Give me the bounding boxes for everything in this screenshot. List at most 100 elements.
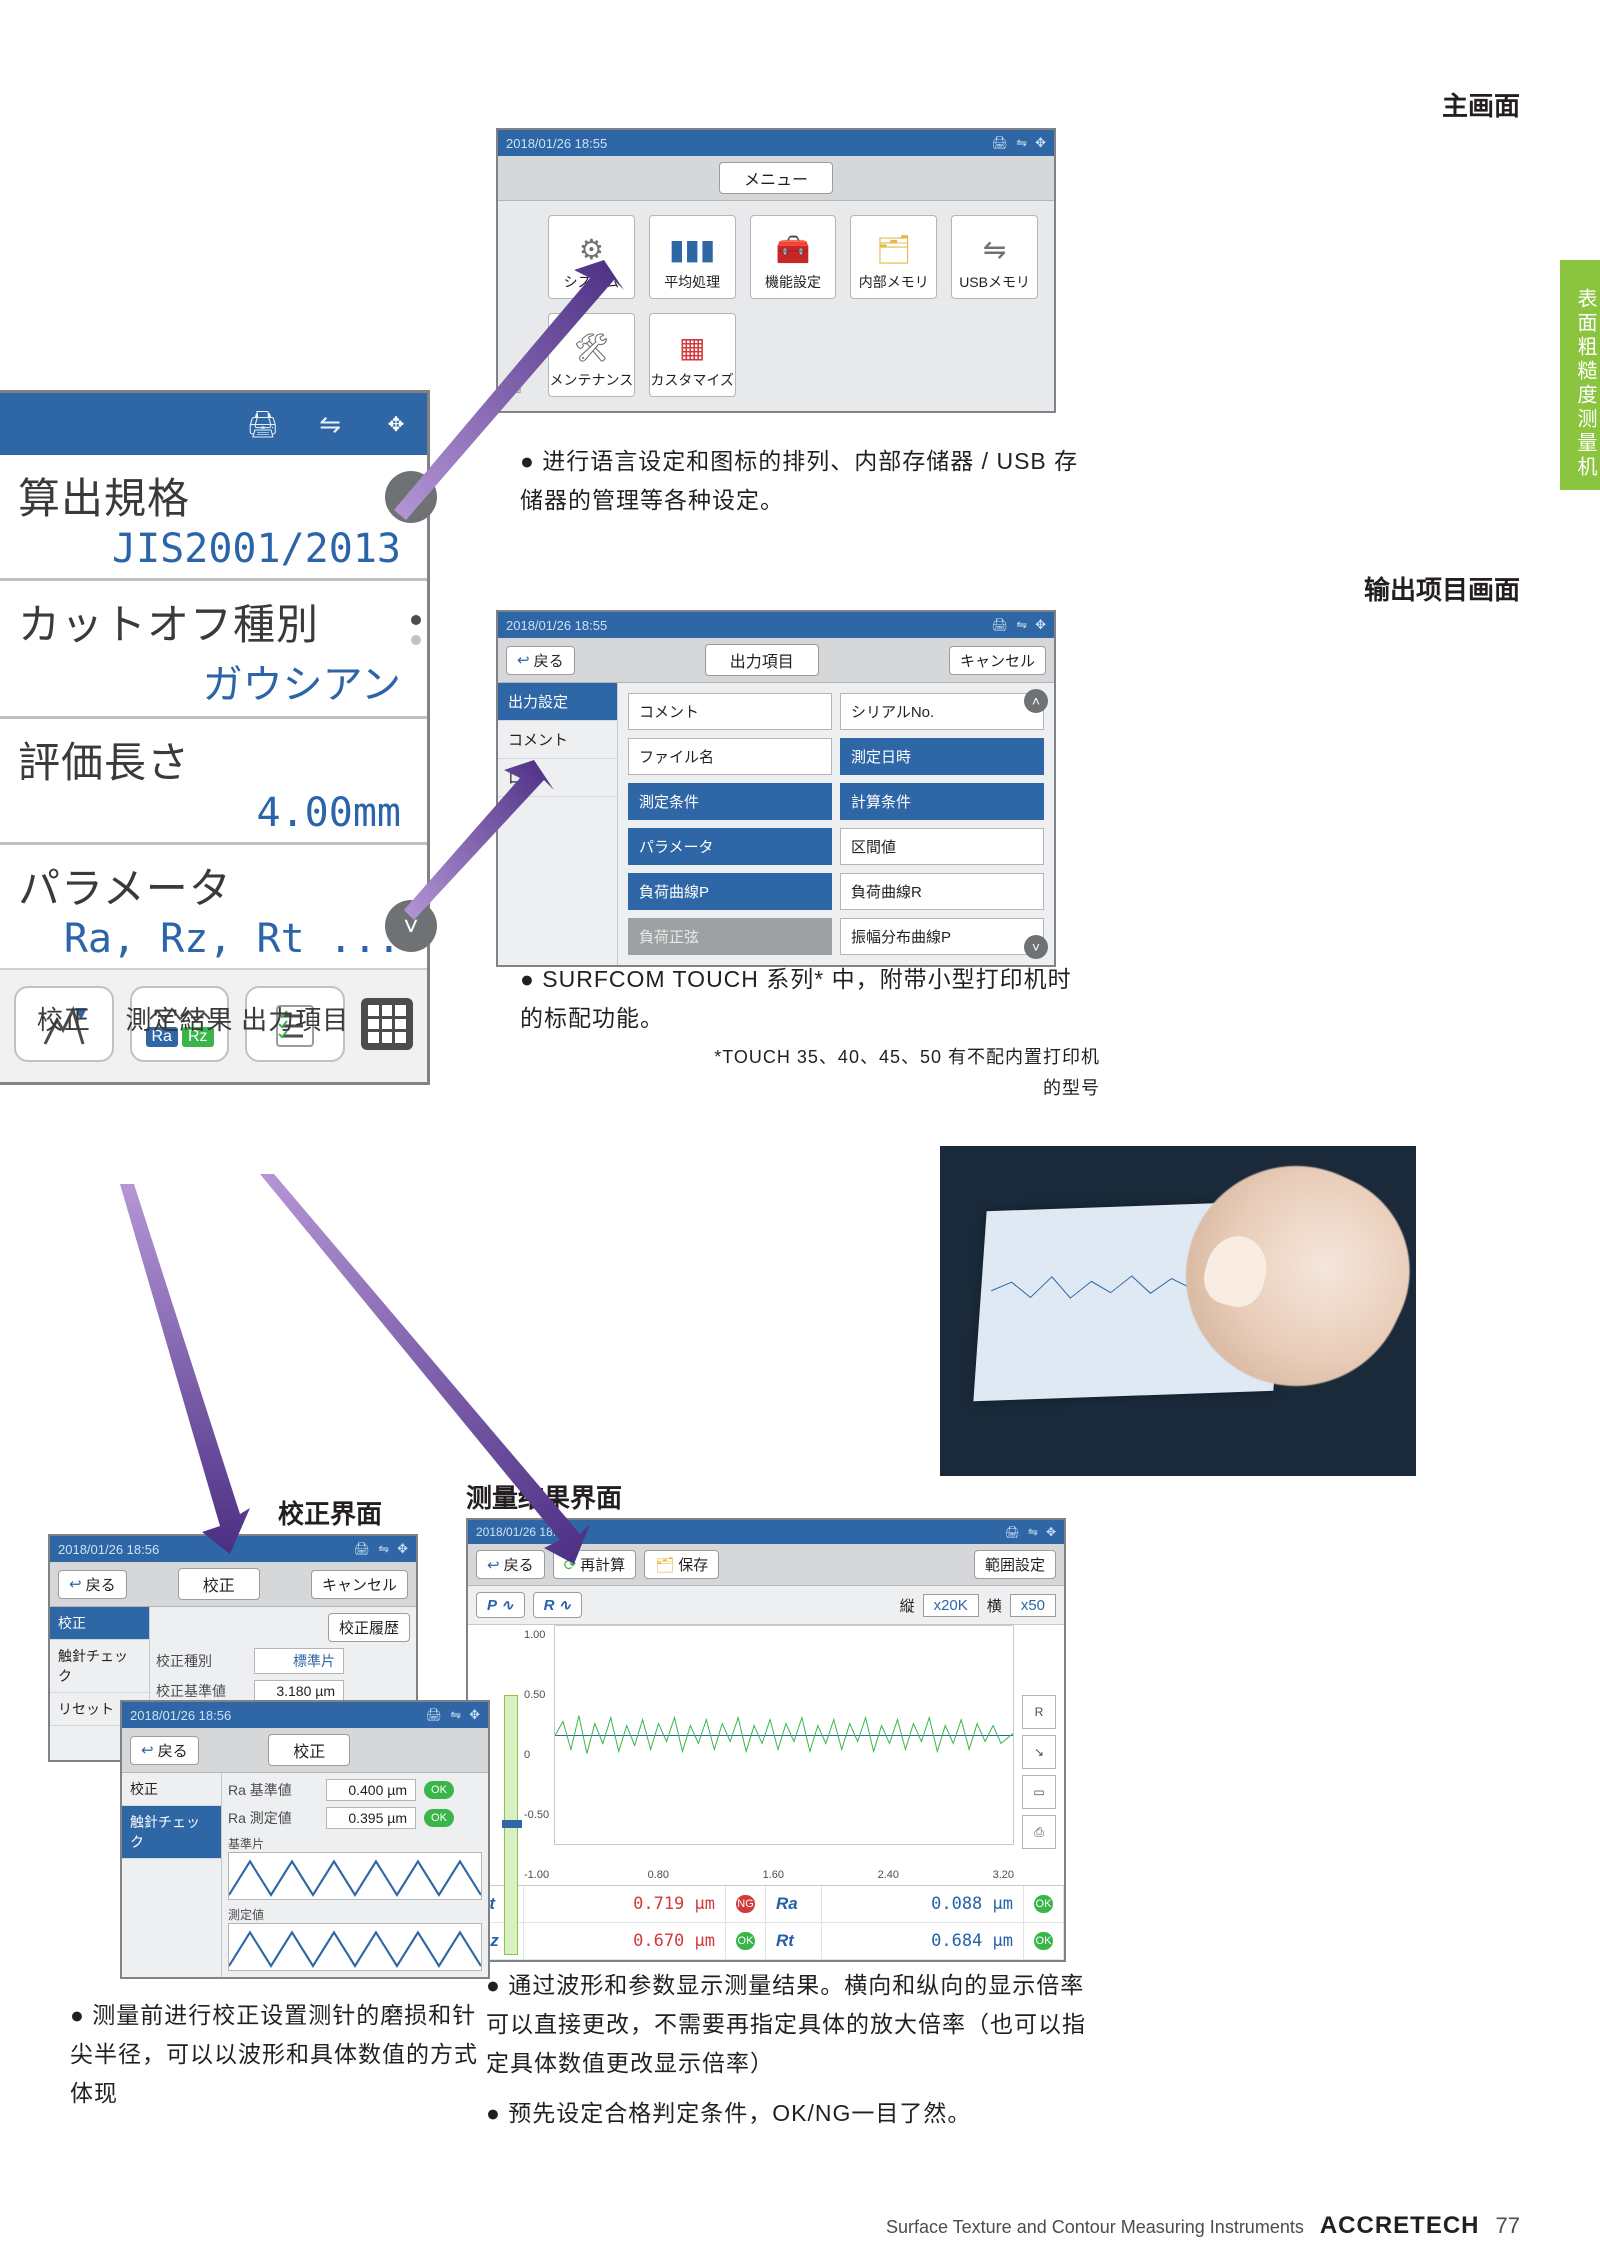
side-item[interactable]: 触針チェック: [50, 1640, 149, 1693]
tab-p[interactable]: P ∿: [476, 1592, 525, 1618]
result-button[interactable]: Ra Rz 測定結果: [130, 986, 230, 1062]
back-button[interactable]: ↩戻る: [58, 1570, 127, 1599]
main-menu-caption: 进行语言设定和图标的排列、内部存储器 / USB 存储器的管理等各种设定。: [520, 442, 1080, 520]
move-icon[interactable]: ✥: [1035, 135, 1046, 151]
param-row-parameter[interactable]: パラメータ Ra, Rz, Rt ...: [0, 845, 427, 968]
tile-memory[interactable]: 🗂内部メモリ: [850, 215, 937, 299]
button-label: 戻る: [534, 650, 564, 671]
calibration-button[interactable]: 校正: [14, 986, 114, 1062]
wave-label: 基準片: [228, 1835, 482, 1852]
side-item[interactable]: 校正: [50, 1607, 149, 1640]
back-button[interactable]: ↩戻る: [130, 1736, 199, 1765]
tile-average[interactable]: ▮▮▮平均処理: [649, 215, 736, 299]
result-cell: OK: [1024, 1886, 1064, 1923]
page-footer: Surface Texture and Contour Measuring In…: [0, 2212, 1600, 2240]
menu-title-bar: メニュー: [498, 156, 1054, 201]
waveform-graph[interactable]: [554, 1625, 1014, 1845]
output-cell[interactable]: ファイル名: [628, 738, 832, 775]
result-cell: NG: [726, 1886, 766, 1923]
move-icon[interactable]: ✥: [1046, 1525, 1056, 1539]
r-tool[interactable]: R: [1022, 1695, 1056, 1729]
side-item[interactable]: 校正: [122, 1773, 221, 1806]
result-cell: 0.088 µm: [822, 1886, 1024, 1923]
output-button[interactable]: 出力項目: [245, 986, 345, 1062]
print-icon[interactable]: 🖨: [992, 135, 1009, 151]
timestamp: 2018/01/26 18:56: [58, 1542, 159, 1557]
page-dots: [411, 615, 421, 645]
output-cell[interactable]: 区間値: [840, 828, 1044, 865]
back-button[interactable]: ↩戻る: [506, 646, 575, 675]
tile-function[interactable]: 🧰機能設定: [750, 215, 837, 299]
print-icon[interactable]: 🖨: [992, 617, 1009, 633]
usb-icon[interactable]: ⇋: [1028, 1525, 1038, 1539]
output-cell[interactable]: 振幅分布曲線P: [840, 918, 1044, 955]
main-settings-screen: 🖨 ⇋ ✥ 算出規格 JIS2001/2013 ˄ カットオフ種別 ガウシアン …: [0, 390, 430, 1085]
bars-icon: ▮▮▮: [669, 233, 715, 266]
move-icon[interactable]: ✥: [1035, 617, 1046, 633]
zoom-h-value[interactable]: x50: [1010, 1594, 1056, 1617]
tile-system[interactable]: ⚙システム: [548, 215, 635, 299]
grid-indicator-icon: ▦: [498, 201, 532, 411]
titlebar: 2018/01/26 18:55 🖨⇋✥: [498, 130, 1054, 156]
back-button[interactable]: ↩戻る: [476, 1550, 545, 1579]
print-icon[interactable]: 🖨: [246, 409, 279, 440]
tile-label: 内部メモリ: [859, 272, 929, 292]
kv-value[interactable]: 3.180 µm: [254, 1680, 344, 1702]
tile-label: カスタマイズ: [650, 370, 734, 390]
param-row-standard[interactable]: 算出規格 JIS2001/2013: [0, 455, 427, 581]
usb-icon[interactable]: ⇋: [1016, 617, 1027, 633]
r-tool[interactable]: ↘: [1022, 1735, 1056, 1769]
gear-icon: ⚙: [579, 233, 604, 266]
scroll-down-button[interactable]: ˅: [1024, 935, 1048, 959]
tile-customize[interactable]: ▦カスタマイズ: [649, 313, 736, 397]
wrench-icon: 🛠: [574, 331, 610, 364]
page: 表面粗糙度测量机 🖨 ⇋ ✥ 算出規格 JIS2001/2013 ˄ カットオフ…: [0, 0, 1600, 2262]
usb-icon[interactable]: ⇋: [1016, 135, 1027, 151]
button-label: 校正: [37, 998, 91, 1042]
zoom-h-label: 横: [987, 1595, 1002, 1616]
button-label: 戻る: [504, 1554, 534, 1575]
cancel-button[interactable]: キャンセル: [311, 1570, 408, 1599]
kv-value[interactable]: 0.395 µm: [326, 1807, 416, 1829]
tile-label: USBメモリ: [959, 272, 1030, 292]
output-cell[interactable]: シリアルNo.: [840, 693, 1044, 730]
side-item[interactable]: 触針チェック: [122, 1806, 221, 1859]
result-caption-2: 预先设定合格判定条件，OK/NG一目了然。: [486, 2094, 1086, 2133]
output-cell[interactable]: パラメータ: [628, 828, 832, 865]
zoom-v-value[interactable]: x20K: [923, 1594, 979, 1617]
tile-usb[interactable]: ⇋USBメモリ: [951, 215, 1038, 299]
app-grid-button[interactable]: [361, 998, 413, 1050]
footer-brand: ACCRETECH: [1320, 2212, 1480, 2240]
r-tool[interactable]: ⎙: [1022, 1815, 1056, 1849]
output-cell[interactable]: 計算条件: [840, 783, 1044, 820]
param-row-length[interactable]: 評価長さ 4.00mm: [0, 719, 427, 845]
scroll-up-button[interactable]: ˄: [385, 471, 437, 523]
button-label: 保存: [678, 1554, 708, 1575]
range-button[interactable]: 範囲設定: [974, 1550, 1056, 1579]
tile-maintenance[interactable]: 🛠メンテナンス: [548, 313, 635, 397]
output-cell[interactable]: 測定日時: [840, 738, 1044, 775]
scroll-up-button[interactable]: ˄: [1024, 689, 1048, 713]
result-cell: 0.719 µm: [524, 1886, 726, 1923]
param-row-cutoff[interactable]: カットオフ種別 ガウシアン: [0, 581, 427, 719]
usb-icon[interactable]: ⇋: [319, 409, 341, 440]
scroll-down-button[interactable]: ˅: [385, 900, 437, 952]
kv-value[interactable]: 0.400 µm: [326, 1779, 416, 1801]
output-cell[interactable]: コメント: [628, 693, 832, 730]
output-cell[interactable]: 測定条件: [628, 783, 832, 820]
output-cell[interactable]: 負荷曲線R: [840, 873, 1044, 910]
tab-r[interactable]: R ∿: [533, 1592, 582, 1618]
history-button[interactable]: 校正履歴: [328, 1613, 410, 1642]
side-item[interactable]: ロゴ: [498, 759, 617, 797]
r-tool[interactable]: ▭: [1022, 1775, 1056, 1809]
save-button[interactable]: 🗂保存: [644, 1550, 719, 1579]
move-icon[interactable]: ✥: [381, 409, 411, 439]
side-item[interactable]: コメント: [498, 721, 617, 759]
output-cell[interactable]: 負荷正弦: [628, 918, 832, 955]
recalc-button[interactable]: ⟳再計算: [553, 1550, 637, 1579]
output-cell[interactable]: 負荷曲線P: [628, 873, 832, 910]
print-icon[interactable]: 🖨: [1005, 1525, 1020, 1539]
toolbox-icon: 🧰: [776, 233, 811, 266]
kv-value[interactable]: 標準片: [254, 1648, 344, 1674]
cancel-button[interactable]: キャンセル: [949, 646, 1046, 675]
